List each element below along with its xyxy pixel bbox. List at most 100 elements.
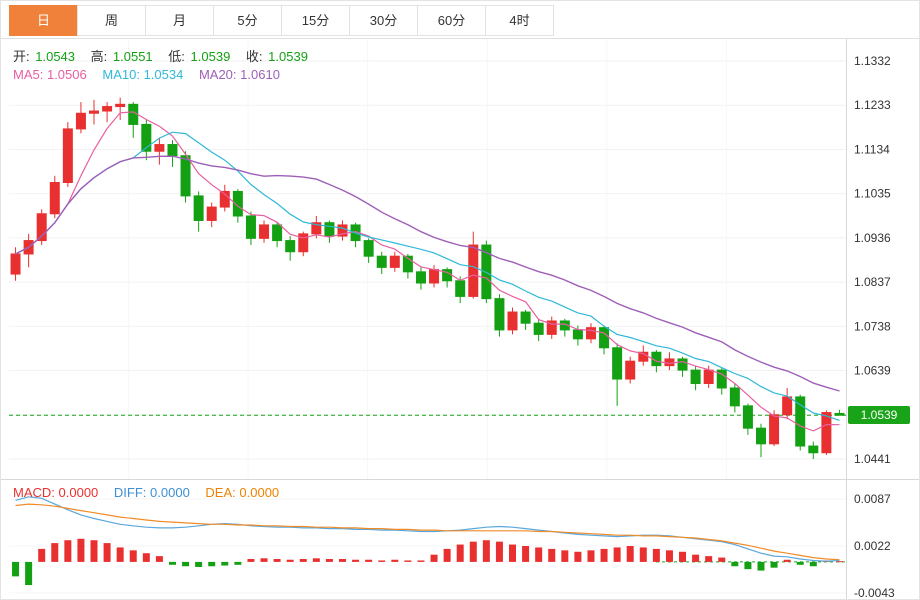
candle-body [232, 190, 243, 217]
candlestick-chart[interactable]: 1.1332 1.1233 1.1134 1.1035 1.0936 1.0837 1.07… [1, 39, 920, 479]
macd-hist-bar [443, 548, 451, 562]
tab-15min[interactable]: 15分 [281, 5, 350, 36]
candle-body [115, 103, 126, 108]
candle-body [36, 213, 47, 242]
macd-hist-bar [587, 550, 595, 562]
candle-body [808, 445, 819, 454]
macd-hist-bar [129, 550, 137, 562]
current-price-badge: 1.0539 [848, 406, 910, 425]
candle-body [703, 369, 714, 385]
candle-body [795, 396, 806, 447]
candle-body [546, 320, 557, 335]
macd-hist-bar [25, 561, 33, 586]
candle-body [141, 123, 152, 152]
macd-hist-bar [195, 561, 203, 567]
ma5-line [15, 111, 840, 432]
ohlc-legend: 开: 1.0543 高: 1.0551 低: 1.0539 收: 1.0539 [13, 46, 320, 65]
candle-body [75, 112, 86, 130]
macd-hist-bar [509, 544, 517, 562]
macd-hist-bar [665, 550, 673, 562]
main-axis-tick: 1.0936 [854, 231, 891, 245]
main-axis-tick: 1.1233 [854, 98, 891, 112]
macd-hist-bar [286, 559, 294, 562]
macd-hist-bar [835, 561, 843, 563]
candle-body [533, 322, 544, 335]
tab-day[interactable]: 日 [9, 5, 78, 36]
candle-body [834, 412, 845, 416]
ma5-value: 1.0506 [46, 67, 87, 82]
macd-hist-bar [365, 559, 373, 562]
timeframe-toolbar: 日 周 月 5分 15分 30分 60分 4时 [1, 1, 919, 39]
candle-body [507, 311, 518, 331]
macd-hist-bar [312, 558, 320, 562]
candle-body [49, 181, 60, 215]
ma20-label: MA20: [198, 67, 237, 82]
macd-hist-bar [692, 554, 700, 562]
tab-5min[interactable]: 5分 [213, 5, 282, 36]
macd-hist-bar [352, 559, 360, 562]
macd-hist-bar [770, 561, 778, 568]
macd-hist-bar [103, 543, 111, 562]
macd-hist-bar [338, 559, 346, 562]
candle-body [324, 222, 335, 237]
low-label: 低: [168, 49, 185, 64]
macd-hist-bar [600, 548, 608, 562]
candle-body [729, 387, 740, 407]
candle-body [363, 240, 374, 257]
candle-body [585, 327, 596, 340]
candle-body [494, 298, 505, 331]
macd-hist-bar [613, 547, 621, 562]
macd-hist-bar [404, 560, 412, 562]
macd-hist-bar [182, 561, 190, 567]
tab-4hour[interactable]: 4时 [485, 5, 554, 36]
macd-hist-bar [234, 561, 242, 565]
open-label: 开: [13, 49, 30, 64]
main-axis-tick: 1.1035 [854, 187, 891, 201]
candle-body [677, 358, 688, 371]
macd-hist-bar [574, 551, 582, 562]
macd-hist-bar [155, 556, 163, 562]
macd-hist-bar [391, 559, 399, 562]
main-axis-tick: 1.0441 [854, 452, 891, 466]
macd-legend: MACD: 0.0000 DIFF: 0.0000 DEA: 0.0000 [13, 485, 291, 500]
macd-hist-bar [64, 540, 72, 562]
candle-body [402, 255, 413, 273]
candle-body [298, 233, 309, 253]
tab-month[interactable]: 月 [145, 5, 214, 36]
macd-hist-bar [705, 556, 713, 562]
ma20-line [15, 155, 840, 392]
macd-axis-tick: 0.0022 [854, 539, 891, 553]
candle-body [337, 224, 348, 237]
macd-hist-bar [548, 548, 556, 562]
candle-body [520, 311, 531, 324]
macd-hist-bar [469, 541, 477, 562]
candle-body [167, 144, 178, 157]
candle-body [468, 244, 479, 297]
macd-hist-bar [378, 560, 386, 562]
candle-body [206, 206, 217, 221]
macd-hist-bar [757, 561, 765, 571]
macd-hist-bar [38, 548, 46, 562]
main-axis-tick: 1.0639 [854, 364, 891, 378]
macd-hist-bar [522, 546, 530, 562]
macd-hist-bar [417, 560, 425, 562]
tab-60min[interactable]: 60分 [417, 5, 486, 36]
macd-hist-bar [430, 554, 438, 562]
macd-label: MACD: [13, 485, 55, 500]
macd-chart[interactable]: 0.0087 0.0022 -0.0043 [1, 480, 920, 600]
main-axis-tick: 1.0837 [854, 275, 891, 289]
tab-week[interactable]: 周 [77, 5, 146, 36]
diff-line [15, 496, 840, 562]
candle-body [625, 360, 636, 380]
macd-axis-tick: -0.0043 [854, 586, 895, 600]
macd-hist-bar [626, 546, 634, 562]
candle-body [716, 369, 727, 389]
ma10-label: MA10: [102, 67, 140, 82]
macd-hist-bar [482, 540, 490, 562]
macd-hist-bar [744, 561, 752, 570]
candle-body [245, 215, 256, 239]
candle-body [219, 190, 230, 208]
tab-30min[interactable]: 30分 [349, 5, 418, 36]
candle-body [102, 106, 113, 112]
